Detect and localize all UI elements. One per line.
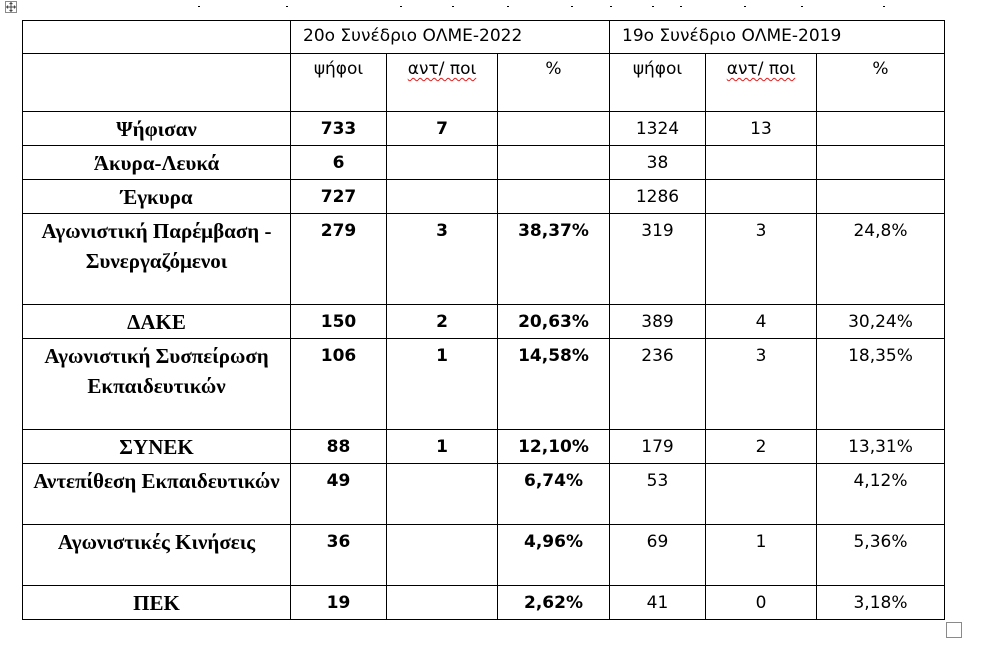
reps-2022 (386, 524, 498, 586)
votes-2022: 733 (290, 111, 387, 146)
reps-2022: 1 (386, 429, 498, 464)
pct-2019: 13,31% (816, 429, 945, 464)
votes-2019: 236 (609, 338, 706, 430)
header-group-2022: 20ο Συνέδριο ΟΛΜΕ-2022 (290, 20, 610, 54)
table-move-handle-icon[interactable] (5, 1, 17, 13)
pct-2022 (497, 145, 610, 180)
reps-2022: 7 (386, 111, 498, 146)
votes-2022: 36 (290, 524, 387, 586)
votes-2022: 88 (290, 429, 387, 464)
row-label: Άκυρα-Λευκά (22, 145, 291, 180)
reps-2022 (386, 463, 498, 525)
reps-2019: 4 (705, 304, 817, 339)
header-reps-2019: αντ/ ποι (705, 53, 817, 112)
row-label: ΔΑΚΕ (22, 304, 291, 339)
reps-2019: 3 (705, 213, 817, 305)
row-label: Αγωνιστική Παρέμβαση - Συνεργαζόμενοι (22, 213, 291, 305)
table-row: ΔΑΚΕ 150 2 20,63% 389 4 30,24% (22, 304, 945, 339)
votes-2019: 53 (609, 463, 706, 525)
reps-2022 (386, 145, 498, 180)
pct-2019 (816, 111, 945, 146)
table-row: Ψήφισαν 733 7 1324 13 (22, 111, 945, 146)
table-row: Αγωνιστική Παρέμβαση - Συνεργαζόμενοι 27… (22, 213, 945, 305)
row-label: ΠΕΚ (22, 585, 291, 620)
reps-2019: 3 (705, 338, 817, 430)
pct-2019: 3,18% (816, 585, 945, 620)
pct-2019 (816, 179, 945, 214)
reps-2022: 1 (386, 338, 498, 430)
header-empty-cell (22, 53, 291, 112)
votes-2019: 319 (609, 213, 706, 305)
pct-2022: 4,96% (497, 524, 610, 586)
votes-2019: 1324 (609, 111, 706, 146)
pct-2019: 4,12% (816, 463, 945, 525)
votes-2022: 279 (290, 213, 387, 305)
pct-2022: 14,58% (497, 338, 610, 430)
votes-2022: 19 (290, 585, 387, 620)
votes-2022: 49 (290, 463, 387, 525)
votes-2019: 38 (609, 145, 706, 180)
header-reps-2022: αντ/ ποι (386, 53, 498, 112)
header-pct-2022: % (497, 53, 610, 112)
pct-2019: 30,24% (816, 304, 945, 339)
votes-2022: 106 (290, 338, 387, 430)
table-row: Άκυρα-Λευκά 6 38 (22, 145, 945, 180)
row-label: Αντεπίθεση Εκπαιδευτικών (22, 463, 291, 525)
reps-2022 (386, 585, 498, 620)
pct-2022 (497, 111, 610, 146)
pct-2019: 18,35% (816, 338, 945, 430)
reps-label-2022: αντ/ ποι (407, 59, 477, 79)
reps-2022 (386, 179, 498, 214)
votes-2022: 727 (290, 179, 387, 214)
votes-2019: 389 (609, 304, 706, 339)
pct-2022 (497, 179, 610, 214)
header-empty-cell (22, 20, 291, 54)
reps-2019 (705, 463, 817, 525)
pct-2022: 6,74% (497, 463, 610, 525)
row-label: Ψήφισαν (22, 111, 291, 146)
table-row: Αντεπίθεση Εκπαιδευτικών 49 6,74% 53 4,1… (22, 463, 945, 525)
reps-2019 (705, 145, 817, 180)
header-row-columns: ψήφοι αντ/ ποι % ψήφοι αντ/ ποι % (22, 53, 945, 112)
pct-2022: 20,63% (497, 304, 610, 339)
votes-2019: 1286 (609, 179, 706, 214)
reps-2019: 13 (705, 111, 817, 146)
votes-2019: 179 (609, 429, 706, 464)
header-pct-2019: % (816, 53, 945, 112)
header-votes-2019: ψήφοι (609, 53, 706, 112)
row-label: Έγκυρα (22, 179, 291, 214)
reps-2019 (705, 179, 817, 214)
reps-2022: 3 (386, 213, 498, 305)
votes-2022: 150 (290, 304, 387, 339)
table-row: Αγωνιστικές Κινήσεις 36 4,96% 69 1 5,36% (22, 524, 945, 586)
reps-2022: 2 (386, 304, 498, 339)
pct-2022: 12,10% (497, 429, 610, 464)
votes-2019: 41 (609, 585, 706, 620)
reps-2019: 1 (705, 524, 817, 586)
header-group-2019: 19ο Συνέδριο ΟΛΜΕ-2019 (609, 20, 945, 54)
pct-2019: 5,36% (816, 524, 945, 586)
votes-2019: 69 (609, 524, 706, 586)
votes-2022: 6 (290, 145, 387, 180)
pct-2019 (816, 145, 945, 180)
table-resize-handle-icon[interactable] (946, 622, 962, 638)
table-row: Αγωνιστική Συσπείρωση Εκπαιδευτικών 106 … (22, 338, 945, 430)
table-row: Έγκυρα 727 1286 (22, 179, 945, 214)
header-row-groups: 20ο Συνέδριο ΟΛΜΕ-2022 19ο Συνέδριο ΟΛΜΕ… (22, 20, 945, 54)
pct-2022: 38,37% (497, 213, 610, 305)
row-label: Αγωνιστική Συσπείρωση Εκπαιδευτικών (22, 338, 291, 430)
pct-2019: 24,8% (816, 213, 945, 305)
table-row: ΠΕΚ 19 2,62% 41 0 3,18% (22, 585, 945, 620)
pct-2022: 2,62% (497, 585, 610, 620)
table-row: ΣΥΝΕΚ 88 1 12,10% 179 2 13,31% (22, 429, 945, 464)
header-votes-2022: ψήφοι (290, 53, 387, 112)
row-label: Αγωνιστικές Κινήσεις (22, 524, 291, 586)
row-label: ΣΥΝΕΚ (22, 429, 291, 464)
reps-2019: 2 (705, 429, 817, 464)
reps-label-2019: αντ/ ποι (726, 59, 796, 79)
reps-2019: 0 (705, 585, 817, 620)
clipped-text-line-above (190, 0, 890, 7)
election-results-table: 20ο Συνέδριο ΟΛΜΕ-2022 19ο Συνέδριο ΟΛΜΕ… (22, 20, 945, 620)
